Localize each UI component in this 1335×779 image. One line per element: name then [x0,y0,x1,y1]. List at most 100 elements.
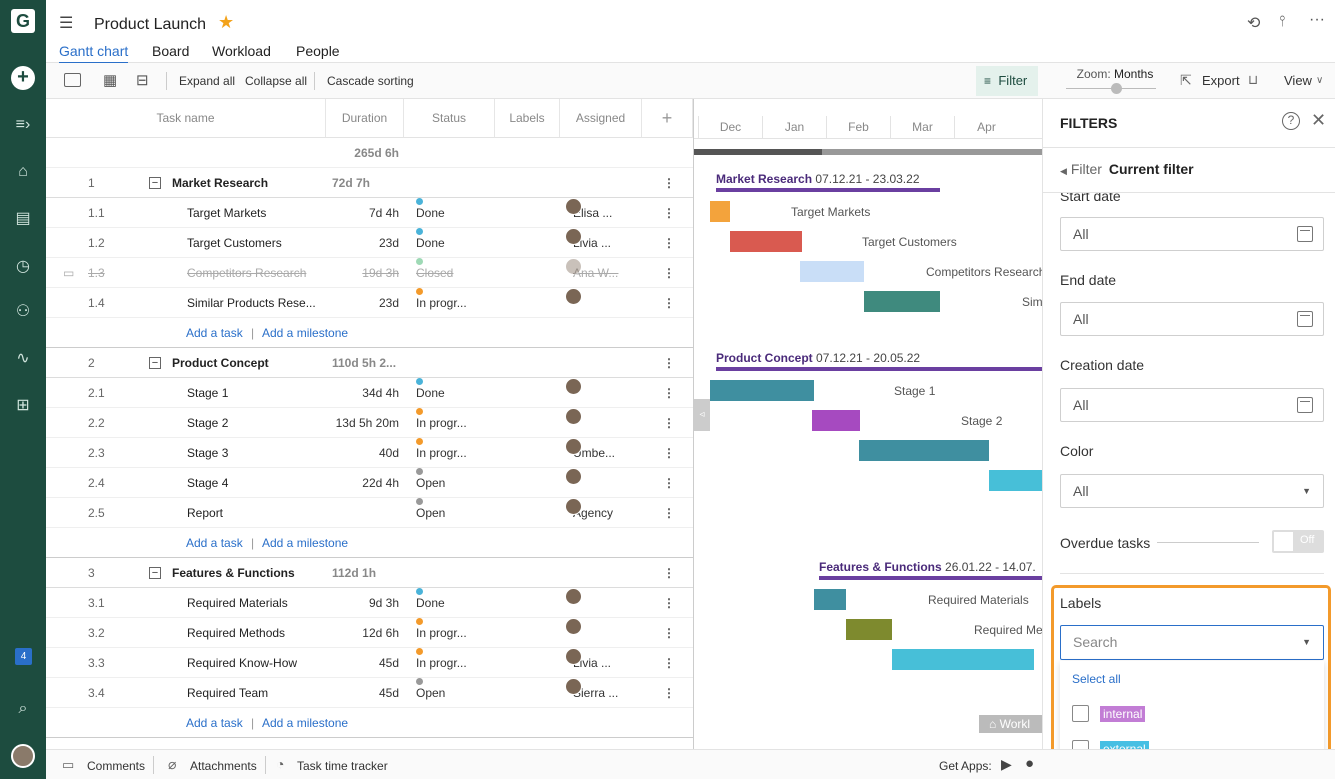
task-assigned[interactable] [565,408,645,438]
row-menu-icon[interactable]: ⋮ [663,206,675,220]
calendar-list-icon[interactable]: ▦ [103,72,118,89]
row-menu-icon[interactable]: ⋮ [663,476,675,490]
help-icon[interactable]: ? [1282,112,1300,130]
assignee-avatar[interactable] [565,378,582,395]
tab-workload[interactable]: Workload [212,43,271,59]
label-option-internal[interactable]: internal [1072,705,1146,722]
task-row[interactable]: 3.4 Required Team 45d Open Sierra ... ⋮ [46,678,693,708]
task-name[interactable]: Target Markets [187,206,267,220]
calendar-icon[interactable] [1297,311,1313,327]
gantt-task-bar[interactable] [730,231,802,252]
row-menu-icon[interactable]: ⋮ [663,626,675,640]
apple-icon[interactable]: ● [1025,755,1035,772]
close-icon[interactable]: ✕ [1311,110,1327,130]
group-name[interactable]: Features & Functions [172,566,295,580]
task-assigned[interactable]: Ana W... [565,258,645,288]
task-status[interactable]: Done [416,198,496,228]
gantt-group-title[interactable]: Features & Functions 26.01.22 - 14.07. [819,560,1036,574]
more-options-icon[interactable]: ··· [1309,11,1325,28]
assignee-avatar[interactable] [565,618,582,635]
row-menu-icon[interactable]: ⋮ [663,566,675,580]
task-duration[interactable]: 13d 5h 20m [335,416,399,430]
filter-button[interactable]: ≡ Filter [976,66,1038,96]
cascade-sorting-button[interactable]: Cascade sorting [327,74,414,88]
task-duration[interactable]: 34d 4h [362,386,399,400]
task-row[interactable]: 1.4 Similar Products Rese... 23d In prog… [46,288,693,318]
task-name[interactable]: Stage 4 [187,476,229,490]
tab-people[interactable]: People [296,43,340,59]
calendar-icon[interactable] [1297,397,1313,413]
row-menu-icon[interactable]: ⋮ [663,596,675,610]
task-name[interactable]: Similar Products Rese... [187,296,316,310]
gantt-task-bar[interactable] [989,470,1042,491]
time-tracker-button[interactable]: Task time tracker [297,759,388,773]
workload-toggle[interactable]: ⌂ Workl [979,715,1042,733]
breadcrumb-back[interactable]: Filter [1070,161,1102,177]
column-task-name[interactable]: Task name [46,99,326,138]
task-assigned[interactable] [565,588,645,618]
outline-icon[interactable] [64,73,81,87]
group-name[interactable]: Product Concept [172,356,269,370]
task-row[interactable]: 2.3 Stage 3 40d In progr... i...e... Umb… [46,438,693,468]
task-assigned[interactable]: Umbe... [565,438,645,468]
add-milestone-link[interactable]: Add a milestone [262,536,349,550]
task-status[interactable]: Done [416,228,496,258]
comments-button[interactable]: Comments [87,759,146,773]
task-duration[interactable]: 40d [378,446,399,460]
task-name[interactable]: Stage 3 [187,446,229,460]
task-row[interactable]: 2.5 Report Open external Agency ⋮ [46,498,693,528]
row-menu-icon[interactable]: ⋮ [663,356,675,370]
task-status[interactable]: Open [416,678,496,708]
task-assigned[interactable]: Livia ... [565,648,645,678]
task-row[interactable]: 3.2 Required Methods 12d 6h In progr... … [46,618,693,648]
analytics-icon[interactable]: ∿ [16,350,30,367]
color-select[interactable]: All ▼ [1060,474,1324,508]
task-status[interactable]: In progr... [416,648,496,678]
task-assigned[interactable] [565,288,645,318]
comment-icon[interactable]: ▭ [63,266,75,280]
overdue-toggle[interactable]: Off [1272,530,1324,553]
gantt-group-title[interactable]: Market Research 07.12.21 - 23.03.22 [716,172,920,186]
task-row[interactable]: 1.2 Target Customers 23d Done internal L… [46,228,693,258]
checkbox[interactable] [1072,705,1089,722]
task-row[interactable]: ▭ 1.3 Competitors Research 19d 3h Closed… [46,258,693,288]
home-icon[interactable]: ⌂ [18,163,28,180]
row-menu-icon[interactable]: ⋮ [663,386,675,400]
expand-menu-icon[interactable]: ≡› [15,116,31,133]
end-date-field[interactable]: All [1060,302,1324,336]
hierarchy-icon[interactable]: ⊟ [136,72,149,89]
column-labels[interactable]: Labels [495,99,560,138]
tab-gantt-chart[interactable]: Gantt chart [59,43,129,64]
apps-grid-icon[interactable]: ⊞ [16,397,30,414]
projects-icon[interactable]: ▤ [15,210,31,227]
search-icon[interactable]: ⌕ [18,700,28,717]
select-all-link[interactable]: Select all [1072,672,1121,686]
row-menu-icon[interactable]: ⋮ [663,236,675,250]
add-milestone-link[interactable]: Add a milestone [262,326,349,340]
gantt-task-bar[interactable] [710,380,814,401]
task-assigned[interactable] [565,468,645,498]
task-duration[interactable]: 19d 3h [362,266,399,280]
collapse-panel-handle[interactable]: ◃ [694,399,710,431]
task-assigned[interactable]: Agency [565,498,645,528]
task-name[interactable]: Stage 1 [187,386,229,400]
add-milestone-link[interactable]: Add a milestone [262,716,349,730]
gantt-task-bar[interactable] [859,440,989,461]
row-menu-icon[interactable]: ⋮ [663,296,675,310]
filter-breadcrumb[interactable]: ◀ Filter Current filter [1060,161,1194,177]
task-name[interactable]: Required Materials [187,596,288,610]
assignee-avatar[interactable] [565,468,582,485]
task-name[interactable]: Stage 2 [187,416,229,430]
task-assigned[interactable] [565,378,645,408]
task-duration[interactable]: 22d 4h [362,476,399,490]
task-row[interactable]: 3.3 Required Know-How 45d In progr... Li… [46,648,693,678]
gantt-task-bar[interactable] [812,410,860,431]
task-assigned[interactable]: Livia ... [565,228,645,258]
row-menu-icon[interactable]: ⋮ [663,656,675,670]
group-row[interactable]: 1 − Market Research 72d 7h ⋮ [46,168,693,198]
baseline-icon[interactable]: ⊔ [1248,72,1259,87]
task-name[interactable]: Required Methods [187,626,286,640]
assignee-avatar[interactable] [565,438,582,455]
user-avatar[interactable] [11,744,35,768]
add-column-button[interactable]: + [642,99,693,138]
